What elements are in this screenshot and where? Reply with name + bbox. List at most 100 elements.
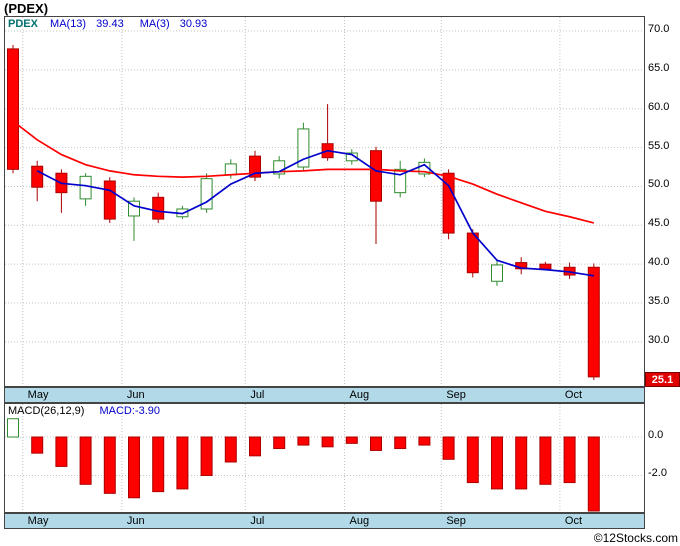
y-axis-tick: -2.0 — [648, 467, 667, 480]
macd-bar — [442, 436, 455, 460]
y-axis-tick: 55.0 — [648, 139, 670, 152]
y-axis-tick: 60.0 — [648, 100, 670, 113]
macd-bar — [370, 436, 382, 451]
macd-bar — [7, 418, 19, 438]
candle-body — [249, 155, 261, 178]
y-axis-tick: 45.0 — [648, 217, 670, 230]
macd-bar — [103, 436, 116, 494]
macd-bar — [466, 436, 479, 484]
price-grid-layer — [5, 17, 644, 386]
macd-y-axis: 0.0 -2.0 — [648, 0, 680, 546]
ma3-line — [36, 149, 594, 277]
price-legend: PDEX MA(13) 39.43 MA(3) 30.93 — [8, 18, 214, 30]
macd-bar — [55, 436, 68, 467]
macd-bar — [128, 436, 140, 499]
macd-bar — [345, 436, 358, 444]
macd-bar — [79, 436, 92, 485]
candle — [345, 149, 358, 165]
month-label: Aug — [349, 389, 370, 401]
legend-ma3-label: MA(3) — [139, 18, 170, 30]
price-y-axis: 70.0 65.0 60.0 55.0 50.0 45.0 40.0 35.0 30.0 — [648, 0, 680, 546]
month-axis-bottom: May Jun Jul Aug Sep Oct — [4, 513, 645, 529]
candle-body — [79, 175, 92, 200]
legend-ma13-value: 39.43 — [96, 18, 124, 30]
price-panel: PDEX MA(13) 39.43 MA(3) 30.93 — [4, 16, 645, 387]
candle — [442, 169, 455, 240]
candle-body — [442, 172, 455, 234]
macd-bar — [491, 436, 503, 490]
candle — [249, 150, 261, 181]
page-title: (PDEX) — [4, 1, 49, 16]
macd-bar — [418, 436, 431, 446]
month-label: Jun — [126, 515, 145, 527]
y-axis-tick: 65.0 — [648, 61, 670, 74]
macd-chart-svg — [5, 404, 644, 512]
legend-symbol: PDEX — [8, 18, 38, 30]
candle-body — [152, 196, 165, 220]
candle — [200, 173, 213, 213]
y-axis-tick: 50.0 — [648, 178, 670, 191]
month-label: Sep — [446, 389, 466, 401]
candle-body — [31, 165, 44, 188]
macd-panel: MACD(26,12,9) MACD:-3.90 — [4, 403, 645, 513]
y-axis-tick: 0.0 — [648, 429, 664, 441]
macd-bar — [539, 436, 552, 485]
y-axis-tick: 70.0 — [648, 23, 670, 35]
macd-bar — [515, 436, 528, 490]
candles-layer — [7, 44, 600, 380]
macd-value: MACD:-3.90 — [99, 405, 161, 417]
candle-body — [128, 200, 140, 217]
candle — [491, 261, 503, 286]
candle-body — [466, 232, 479, 274]
candle — [394, 160, 407, 198]
legend-ma3-value: 30.93 — [179, 18, 208, 30]
candle-body — [491, 264, 503, 282]
ma13-line — [12, 120, 595, 224]
macd-bar — [563, 436, 576, 484]
candle-body — [224, 163, 237, 176]
macd-bar — [176, 436, 189, 490]
macd-bar — [152, 436, 165, 493]
candle-body — [273, 160, 286, 175]
month-label: May — [27, 389, 49, 401]
month-label: Jun — [126, 389, 145, 401]
macd-bar — [587, 436, 600, 512]
macd-bar — [321, 436, 334, 448]
candle — [103, 177, 116, 223]
watermark: ©12Stocks.com — [593, 531, 678, 545]
macd-bar — [297, 436, 310, 446]
candle-body — [7, 48, 19, 170]
legend-ma13-label: MA(13) — [50, 18, 87, 30]
candle — [128, 197, 140, 241]
month-label: Sep — [446, 515, 466, 527]
macd-bar — [249, 436, 261, 457]
candle-body — [345, 152, 358, 162]
candle — [587, 263, 600, 380]
candle — [55, 169, 68, 213]
macd-bar — [224, 436, 237, 463]
month-axis-top: May Jun Jul Aug Sep Oct — [4, 387, 645, 403]
candle — [7, 44, 19, 174]
candle — [152, 192, 165, 223]
y-axis-tick: 40.0 — [648, 256, 670, 269]
macd-bars-layer — [7, 418, 600, 512]
macd-bar — [273, 436, 286, 450]
month-label: May — [27, 515, 49, 527]
candle-body — [297, 128, 310, 168]
candle-body — [370, 150, 382, 202]
candle-body — [394, 168, 407, 194]
candle — [273, 156, 286, 179]
price-chart-svg — [5, 17, 644, 386]
macd-bar — [31, 436, 44, 454]
macd-bar — [394, 436, 407, 450]
y-axis-tick: 30.0 — [648, 333, 670, 346]
candle — [370, 146, 382, 244]
month-label: Jul — [250, 515, 265, 527]
candle — [418, 158, 431, 178]
candle-body — [103, 180, 116, 220]
candle-body — [587, 266, 600, 378]
macd-legend: MACD(26,12,9) MACD:-3.90 — [8, 405, 160, 417]
candle-body — [418, 161, 431, 175]
macd-label: MACD(26,12,9) — [8, 405, 85, 417]
